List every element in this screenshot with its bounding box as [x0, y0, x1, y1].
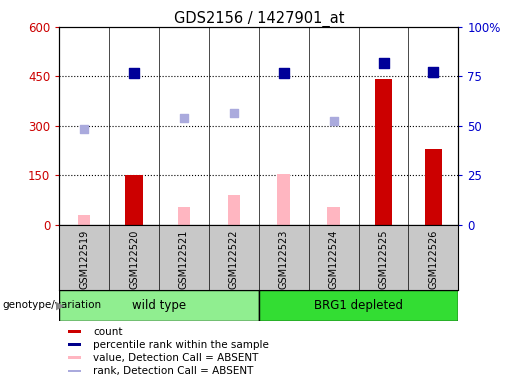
Bar [68, 356, 81, 359]
Text: wild type: wild type [132, 299, 186, 312]
Point [430, 69, 438, 75]
Bar [375, 79, 392, 225]
Text: GSM122519: GSM122519 [79, 230, 89, 289]
Point [330, 118, 338, 124]
Text: GSM122521: GSM122521 [179, 230, 189, 289]
Point [180, 115, 188, 121]
Point [130, 70, 138, 76]
Bar [68, 343, 81, 346]
Bar [278, 174, 290, 225]
Point [130, 70, 138, 76]
Bar [68, 330, 81, 333]
Bar [68, 369, 81, 372]
Text: GSM122523: GSM122523 [279, 230, 289, 289]
Bar [425, 149, 442, 225]
Bar [228, 195, 240, 225]
Text: GSM122525: GSM122525 [379, 230, 388, 290]
Text: percentile rank within the sample: percentile rank within the sample [93, 340, 269, 350]
Point [80, 126, 88, 132]
Bar [125, 175, 143, 225]
Title: GDS2156 / 1427901_at: GDS2156 / 1427901_at [174, 11, 344, 27]
Text: genotype/variation: genotype/variation [3, 300, 101, 310]
Point [380, 60, 388, 66]
Point [430, 70, 438, 76]
Text: count: count [93, 327, 123, 337]
Text: ▶: ▶ [56, 300, 64, 310]
Text: GSM122524: GSM122524 [329, 230, 339, 289]
Bar [59, 290, 259, 321]
Text: value, Detection Call = ABSENT: value, Detection Call = ABSENT [93, 353, 259, 363]
Bar [259, 290, 458, 321]
Text: rank, Detection Call = ABSENT: rank, Detection Call = ABSENT [93, 366, 254, 376]
Text: GSM122526: GSM122526 [428, 230, 438, 289]
Text: BRG1 depleted: BRG1 depleted [314, 299, 403, 312]
Bar [78, 215, 91, 225]
Bar [328, 207, 340, 225]
Point [280, 70, 288, 76]
Bar [178, 207, 190, 225]
Text: GSM122520: GSM122520 [129, 230, 139, 289]
Point [230, 109, 238, 116]
Text: GSM122522: GSM122522 [229, 230, 239, 290]
